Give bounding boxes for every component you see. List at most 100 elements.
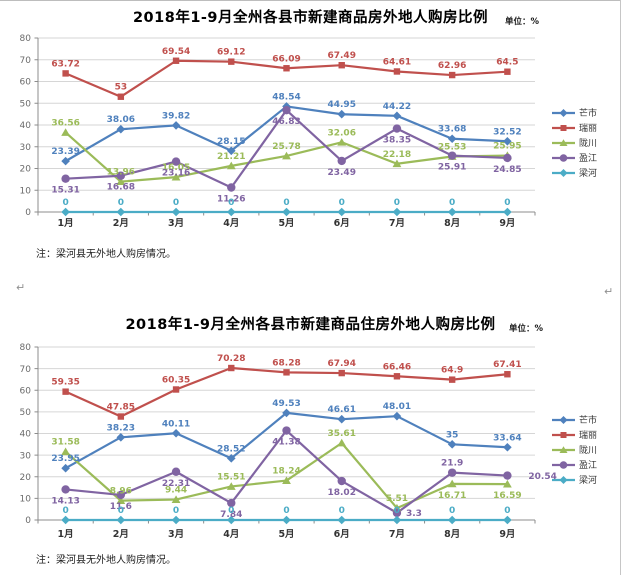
x-axis-category-label: 9月	[499, 218, 515, 229]
data-label: 15.31	[51, 186, 79, 196]
data-point	[116, 171, 126, 180]
data-point	[392, 111, 402, 121]
data-point	[62, 388, 69, 395]
page-border-top	[0, 0, 621, 1]
x-axis-category-label: 8月	[444, 529, 460, 540]
data-point	[503, 442, 512, 452]
data-label: 67.41	[493, 360, 521, 370]
data-label: 23.95	[51, 454, 79, 464]
data-label: 36.56	[51, 118, 79, 128]
data-point	[171, 515, 181, 525]
data-label: 70.28	[217, 354, 245, 364]
data-point	[447, 151, 457, 160]
series-data-labels-梁河: 0 0 0 0 0 0 0 0 0	[62, 506, 510, 516]
data-label: 9.44	[165, 486, 187, 496]
data-point	[447, 134, 457, 144]
data-point	[282, 207, 291, 217]
data-point	[282, 105, 291, 115]
data-label: 0	[228, 506, 234, 516]
x-axis-category-label: 3月	[168, 218, 184, 229]
data-point	[61, 463, 70, 473]
legend-item-梁河: 梁河	[552, 167, 597, 179]
legend-item-陇川: 陇川	[552, 444, 597, 456]
legend-item-芒市: 芒市	[552, 414, 597, 426]
data-point	[228, 58, 235, 65]
data-point	[116, 177, 126, 186]
data-point	[172, 57, 180, 64]
y-axis-tick-label: 60	[20, 386, 32, 396]
data-point	[172, 386, 180, 393]
legend-label: 盈江	[579, 460, 597, 471]
data-label: 24.85	[493, 165, 521, 175]
data-label: 21.21	[217, 152, 245, 162]
data-label: 0	[449, 506, 455, 516]
data-label: 25.53	[438, 142, 466, 152]
data-label: 21.9	[441, 459, 463, 469]
y-axis-tick-label: 60	[20, 78, 32, 88]
data-point	[226, 207, 236, 217]
series-markers-梁河	[61, 207, 512, 217]
y-axis-tick-label: 0	[25, 516, 31, 526]
y-axis-tick-label: 40	[20, 121, 32, 131]
data-point	[337, 414, 347, 424]
chart2-plot-area: 0 10 20 30 40 50 60 70 80 1月 2月 3月 4月 5月 6月 7月 8月 9月 23.95…	[20, 343, 597, 540]
data-point	[447, 479, 457, 488]
data-point	[282, 515, 291, 525]
data-point	[337, 138, 347, 146]
series-markers-瑞丽	[62, 364, 511, 420]
y-axis-tick-label: 30	[20, 143, 32, 153]
data-point	[116, 433, 126, 442]
data-label: 38.06	[107, 115, 135, 125]
data-point	[337, 109, 347, 119]
data-point	[227, 498, 236, 508]
data-label: 20.54	[528, 472, 556, 482]
data-point	[337, 515, 347, 525]
data-label: 11.6	[110, 502, 132, 512]
data-label: 18.02	[327, 488, 355, 498]
data-point	[338, 62, 345, 69]
legend-item-芒市: 芒市	[552, 107, 597, 119]
y-axis-tick-label: 20	[20, 473, 32, 483]
legend-marker-icon	[559, 139, 568, 146]
data-point	[61, 128, 71, 136]
data-point	[447, 515, 457, 525]
y-axis-tick-label: 20	[20, 165, 32, 175]
data-point	[283, 65, 290, 72]
data-label: 0	[394, 506, 400, 516]
data-point	[448, 71, 456, 79]
data-label: 11.26	[217, 195, 245, 205]
x-axis-category-label: 1月	[58, 529, 74, 540]
data-label: 22.18	[383, 150, 411, 160]
data-point	[61, 447, 71, 456]
legend-label: 梁河	[579, 167, 597, 179]
legend-marker-icon	[559, 169, 568, 177]
data-point	[503, 515, 512, 525]
series-data-labels-芒市: 23.95 38.23 40.11 28.52 49.53 46.61 48.01 35 33.…	[51, 399, 521, 464]
x-axis-category-label: 5月	[278, 529, 294, 540]
data-label: 66.46	[383, 362, 411, 372]
data-point	[62, 70, 69, 77]
data-label: 0	[449, 198, 455, 208]
data-point	[447, 207, 457, 217]
series-data-labels-瑞丽: 63.72 53 69.54 69.12 66.09 67.49 64.61 62.96 64.…	[51, 47, 518, 93]
data-point	[171, 495, 181, 503]
data-label: 60.35	[162, 375, 190, 385]
data-point	[282, 151, 291, 160]
series-data-labels-陇川: 36.56 13.96 16.05 21.21 25.78 32.06 22.18 25.53…	[51, 118, 521, 177]
chart2-title: 2018年1-9月全州各县市新建商品住房外地人购房比例	[125, 317, 496, 333]
x-axis-category-label: 3月	[168, 529, 184, 540]
data-label: 0	[118, 506, 124, 516]
data-point	[392, 124, 402, 133]
data-point	[392, 515, 402, 525]
x-axis-category-label: 1月	[58, 218, 74, 229]
data-label: 0	[62, 506, 68, 516]
data-point	[171, 467, 181, 476]
data-point	[171, 172, 181, 181]
series-data-labels-瑞丽: 59.35 47.85 60.35 70.28 68.28 67.94 66.46 64.9 6…	[51, 354, 521, 413]
x-axis-category-label: 8月	[444, 218, 460, 229]
legend-label: 芒市	[579, 107, 597, 119]
data-point	[338, 369, 345, 377]
data-label: 23.39	[51, 147, 79, 157]
